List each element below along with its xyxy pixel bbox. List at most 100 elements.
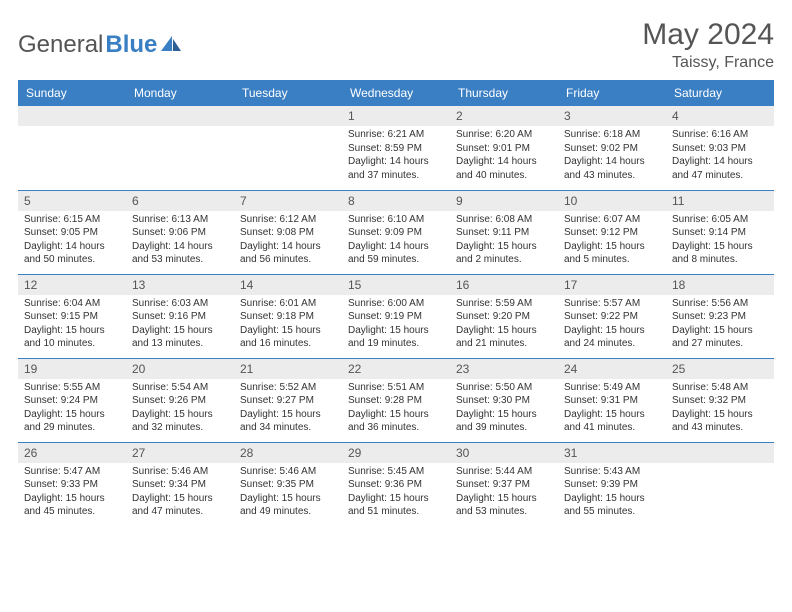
- sunrise-line: Sunrise: 6:18 AM: [564, 128, 660, 142]
- sunset-line: Sunset: 9:31 PM: [564, 394, 660, 408]
- calendar-day-cell: 10Sunrise: 6:07 AMSunset: 9:12 PMDayligh…: [558, 190, 666, 274]
- day-details: Sunrise: 6:04 AMSunset: 9:15 PMDaylight:…: [18, 295, 126, 355]
- day-details: Sunrise: 5:49 AMSunset: 9:31 PMDaylight:…: [558, 379, 666, 439]
- daylight-line2: and 34 minutes.: [240, 421, 336, 435]
- day-number: 29: [342, 443, 450, 463]
- daylight-line1: Daylight: 15 hours: [564, 492, 660, 506]
- day-header: Thursday: [450, 80, 558, 106]
- sunset-line: Sunset: 9:01 PM: [456, 142, 552, 156]
- daylight-line1: Daylight: 15 hours: [348, 408, 444, 422]
- sunrise-line: Sunrise: 5:59 AM: [456, 297, 552, 311]
- sunset-line: Sunset: 9:30 PM: [456, 394, 552, 408]
- day-details: Sunrise: 5:57 AMSunset: 9:22 PMDaylight:…: [558, 295, 666, 355]
- calendar-day-cell: 25Sunrise: 5:48 AMSunset: 9:32 PMDayligh…: [666, 358, 774, 442]
- day-number: 9: [450, 191, 558, 211]
- day-details: Sunrise: 5:45 AMSunset: 9:36 PMDaylight:…: [342, 463, 450, 523]
- day-details: Sunrise: 5:50 AMSunset: 9:30 PMDaylight:…: [450, 379, 558, 439]
- sunset-line: Sunset: 9:39 PM: [564, 478, 660, 492]
- daylight-line2: and 29 minutes.: [24, 421, 120, 435]
- daylight-line2: and 8 minutes.: [672, 253, 768, 267]
- daylight-line2: and 13 minutes.: [132, 337, 228, 351]
- sunset-line: Sunset: 9:28 PM: [348, 394, 444, 408]
- day-number: 1: [342, 106, 450, 126]
- daylight-line2: and 49 minutes.: [240, 505, 336, 519]
- day-number: 6: [126, 191, 234, 211]
- sunset-line: Sunset: 9:19 PM: [348, 310, 444, 324]
- daylight-line1: Daylight: 14 hours: [240, 240, 336, 254]
- day-header: Saturday: [666, 80, 774, 106]
- daylight-line1: Daylight: 15 hours: [132, 408, 228, 422]
- sunrise-line: Sunrise: 5:47 AM: [24, 465, 120, 479]
- calendar-day-cell: [126, 106, 234, 190]
- day-number: 8: [342, 191, 450, 211]
- calendar-day-cell: 4Sunrise: 6:16 AMSunset: 9:03 PMDaylight…: [666, 106, 774, 190]
- calendar-week-row: 26Sunrise: 5:47 AMSunset: 9:33 PMDayligh…: [18, 442, 774, 526]
- day-number: 20: [126, 359, 234, 379]
- sunrise-line: Sunrise: 6:16 AM: [672, 128, 768, 142]
- sunset-line: Sunset: 9:06 PM: [132, 226, 228, 240]
- daylight-line2: and 51 minutes.: [348, 505, 444, 519]
- sunrise-line: Sunrise: 5:51 AM: [348, 381, 444, 395]
- sunset-line: Sunset: 9:02 PM: [564, 142, 660, 156]
- daylight-line1: Daylight: 15 hours: [672, 240, 768, 254]
- day-number: 22: [342, 359, 450, 379]
- day-details: Sunrise: 5:48 AMSunset: 9:32 PMDaylight:…: [666, 379, 774, 439]
- day-details: Sunrise: 6:21 AMSunset: 8:59 PMDaylight:…: [342, 126, 450, 186]
- sunset-line: Sunset: 8:59 PM: [348, 142, 444, 156]
- sunrise-line: Sunrise: 5:43 AM: [564, 465, 660, 479]
- day-header: Friday: [558, 80, 666, 106]
- sunset-line: Sunset: 9:27 PM: [240, 394, 336, 408]
- daylight-line1: Daylight: 15 hours: [24, 492, 120, 506]
- daylight-line1: Daylight: 15 hours: [564, 408, 660, 422]
- day-details: Sunrise: 6:18 AMSunset: 9:02 PMDaylight:…: [558, 126, 666, 186]
- daylight-line2: and 53 minutes.: [132, 253, 228, 267]
- calendar-day-cell: 16Sunrise: 5:59 AMSunset: 9:20 PMDayligh…: [450, 274, 558, 358]
- sunrise-line: Sunrise: 6:04 AM: [24, 297, 120, 311]
- calendar-day-cell: 27Sunrise: 5:46 AMSunset: 9:34 PMDayligh…: [126, 442, 234, 526]
- daylight-line1: Daylight: 15 hours: [24, 408, 120, 422]
- calendar-week-row: 1Sunrise: 6:21 AMSunset: 8:59 PMDaylight…: [18, 106, 774, 190]
- day-number: 3: [558, 106, 666, 126]
- calendar-day-cell: [234, 106, 342, 190]
- day-number: 30: [450, 443, 558, 463]
- daylight-line1: Daylight: 14 hours: [456, 155, 552, 169]
- sunrise-line: Sunrise: 6:15 AM: [24, 213, 120, 227]
- sunset-line: Sunset: 9:36 PM: [348, 478, 444, 492]
- day-details: Sunrise: 5:46 AMSunset: 9:34 PMDaylight:…: [126, 463, 234, 523]
- calendar-day-cell: 17Sunrise: 5:57 AMSunset: 9:22 PMDayligh…: [558, 274, 666, 358]
- day-details: Sunrise: 6:08 AMSunset: 9:11 PMDaylight:…: [450, 211, 558, 271]
- location-label: Taissy, France: [642, 54, 774, 72]
- day-details: Sunrise: 6:07 AMSunset: 9:12 PMDaylight:…: [558, 211, 666, 271]
- sunrise-line: Sunrise: 6:13 AM: [132, 213, 228, 227]
- calendar-body: 1Sunrise: 6:21 AMSunset: 8:59 PMDaylight…: [18, 106, 774, 526]
- day-details: Sunrise: 5:51 AMSunset: 9:28 PMDaylight:…: [342, 379, 450, 439]
- daylight-line1: Daylight: 15 hours: [24, 324, 120, 338]
- sunset-line: Sunset: 9:35 PM: [240, 478, 336, 492]
- sunrise-line: Sunrise: 5:48 AM: [672, 381, 768, 395]
- sunset-line: Sunset: 9:24 PM: [24, 394, 120, 408]
- logo-text-blue: Blue: [105, 31, 157, 59]
- day-number: 2: [450, 106, 558, 126]
- daylight-line1: Daylight: 15 hours: [672, 324, 768, 338]
- calendar-day-cell: 12Sunrise: 6:04 AMSunset: 9:15 PMDayligh…: [18, 274, 126, 358]
- calendar-day-cell: 20Sunrise: 5:54 AMSunset: 9:26 PMDayligh…: [126, 358, 234, 442]
- day-number: 16: [450, 275, 558, 295]
- calendar-day-cell: 3Sunrise: 6:18 AMSunset: 9:02 PMDaylight…: [558, 106, 666, 190]
- sunrise-line: Sunrise: 5:44 AM: [456, 465, 552, 479]
- day-number: 14: [234, 275, 342, 295]
- daylight-line1: Daylight: 15 hours: [240, 408, 336, 422]
- day-number: 24: [558, 359, 666, 379]
- day-number: 31: [558, 443, 666, 463]
- logo: GeneralBlue: [18, 31, 183, 59]
- daylight-line1: Daylight: 15 hours: [564, 240, 660, 254]
- day-number: 10: [558, 191, 666, 211]
- day-header: Tuesday: [234, 80, 342, 106]
- daylight-line2: and 59 minutes.: [348, 253, 444, 267]
- sunset-line: Sunset: 9:03 PM: [672, 142, 768, 156]
- daylight-line2: and 24 minutes.: [564, 337, 660, 351]
- sunrise-line: Sunrise: 5:52 AM: [240, 381, 336, 395]
- day-number: 18: [666, 275, 774, 295]
- calendar-week-row: 19Sunrise: 5:55 AMSunset: 9:24 PMDayligh…: [18, 358, 774, 442]
- day-number: [126, 106, 234, 126]
- day-details: Sunrise: 6:03 AMSunset: 9:16 PMDaylight:…: [126, 295, 234, 355]
